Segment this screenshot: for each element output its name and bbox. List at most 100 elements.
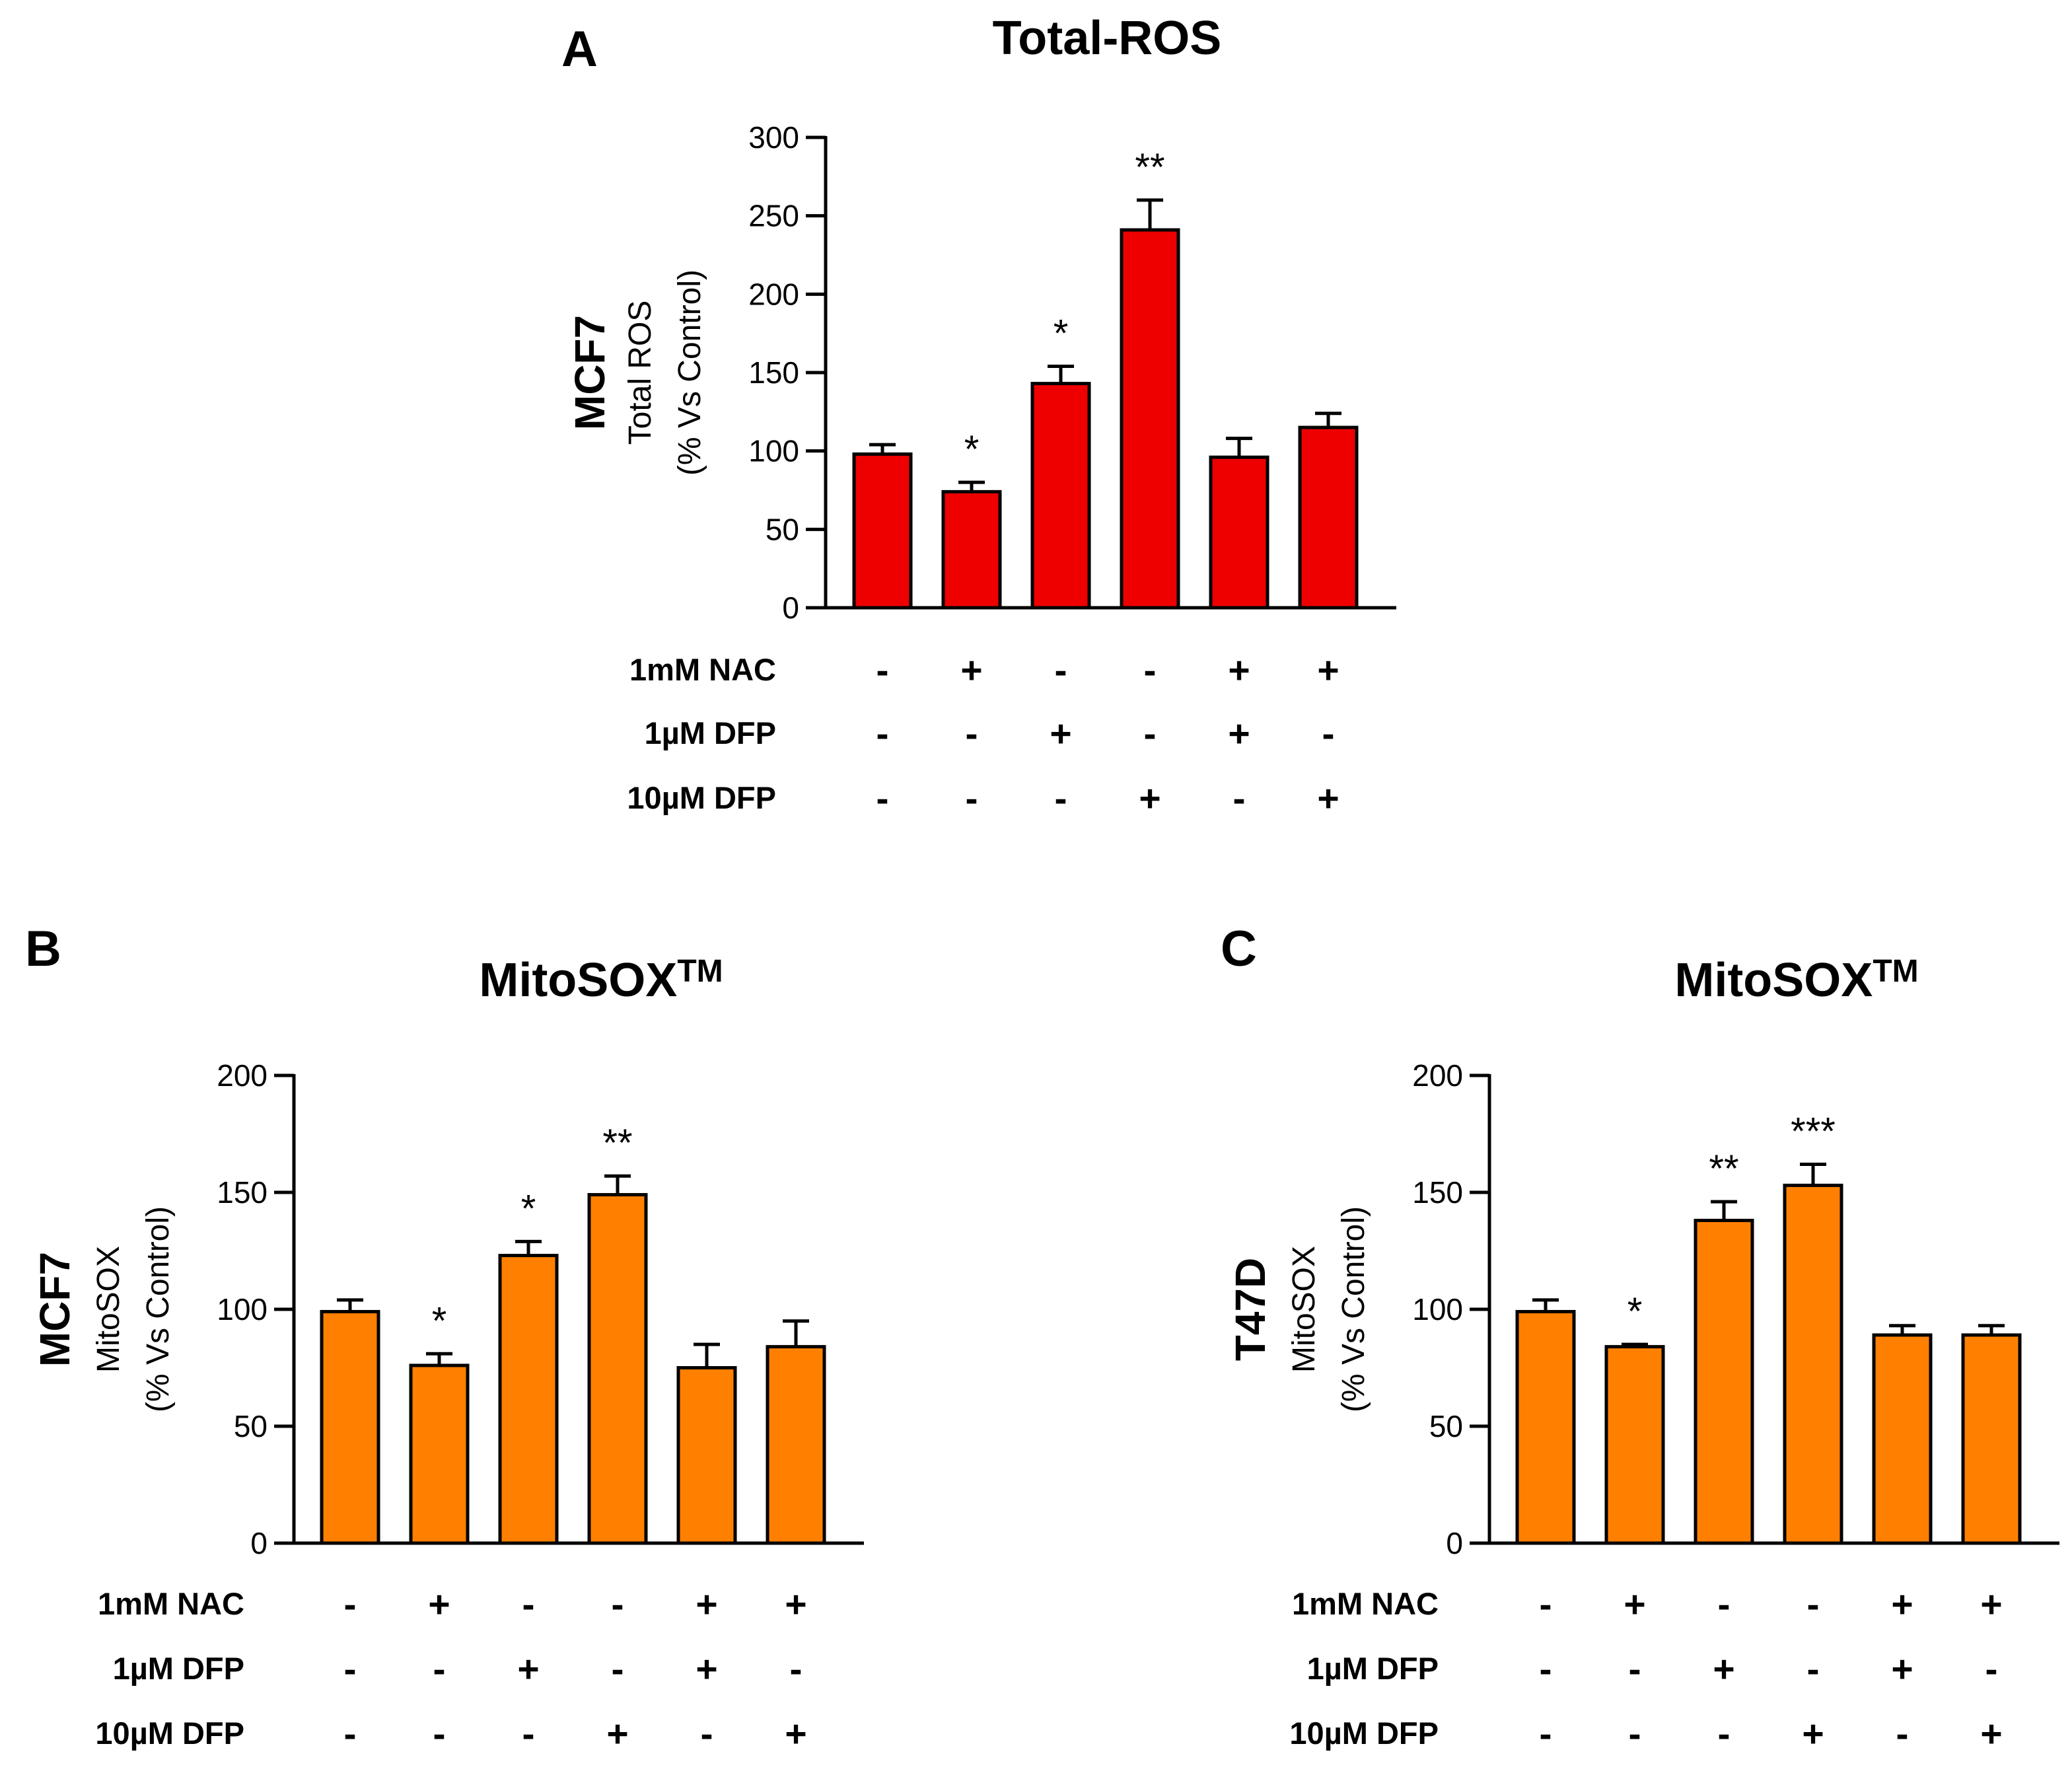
panel-c-bar [1694,1218,1754,1545]
panel-a-y-tick-label: 100 [748,434,799,468]
panel-c-treatment-sign: + [1713,1648,1734,1690]
panel-b-bar [766,1345,826,1545]
panel-a-significance-marker: * [964,428,980,471]
panel-b-treatment-sign: - [612,1583,624,1626]
panel-c-treatment-sign: + [1980,1583,2002,1626]
panel-a-treatment-sign: + [1228,713,1250,755]
panel-b-y-tick-label: 150 [217,1175,268,1210]
panel-a-y-axis-label-1: Total ROS [623,301,658,445]
panel-a-bar [1030,382,1091,610]
panel-c-treatment-sign: - [1540,1648,1552,1690]
panel-a-treatment-sign: - [1233,778,1246,820]
panel-a-significance-marker: * [1054,312,1069,355]
panel-a-treatment-sign: - [876,649,889,692]
panel-letter-a: A [561,21,598,77]
panel-c-treatment-sign: - [1896,1713,1909,1755]
panel-a-treatment-label: 10µM DFP [627,780,776,815]
panel-c-y-tick-label: 50 [1429,1409,1463,1443]
panel-b-treatment-sign: + [428,1583,450,1626]
panel-b-y-tick-label: 50 [234,1409,268,1443]
panel-a-y-tick-label: 50 [766,512,799,546]
panel-a-title: Total-ROS [993,12,1222,65]
panel-b-treatment-sign: - [612,1648,624,1690]
panel-a-treatment-sign: + [1317,778,1339,820]
panel-b-treatment-sign: - [701,1713,713,1755]
panel-b-significance-marker: * [432,1299,447,1342]
panel-c-treatment-sign: - [1985,1648,1998,1690]
panel-a-y-tick-label: 150 [748,355,799,390]
panel-a-y-tick-label: 250 [748,199,799,233]
panel-c-title: MitoSOXTM [1674,954,1918,1007]
panel-b-title: MitoSOXTM [479,954,723,1007]
panel-b-y-axis-label-2: (% Vs Control) [141,1206,176,1412]
panel-b-title-superscript: TM [677,954,723,989]
panel-letter-b: B [25,921,61,977]
panel-a-bar [1120,228,1180,610]
panel-a-treatment-sign: + [1228,649,1250,692]
panel-b-treatment-sign: + [785,1713,806,1755]
panel-c-treatment-sign: - [1540,1713,1552,1755]
panel-b-treatment-sign: - [433,1713,446,1755]
panel-a-bar [852,452,913,610]
panel-b-significance-marker: ** [602,1122,632,1165]
panel-b-treatment-sign: + [696,1648,717,1690]
panel-a-treatment-sign: - [966,713,978,755]
panel-a-treatment-sign: - [1144,649,1157,692]
panel-b-treatment-sign: - [522,1583,535,1626]
panel-b-bar [676,1366,737,1545]
panel-b-bar [409,1363,470,1545]
panel-c-treatment-label: 10µM DFP [1289,1716,1439,1751]
panel-c-significance-marker: * [1627,1290,1643,1333]
panel-a-treatment-sign: - [1055,778,1067,820]
panel-c-significance-marker: ** [1709,1147,1738,1190]
panel-b-y-tick-label: 100 [217,1292,268,1326]
panel-c-treatment-sign: - [1629,1713,1641,1755]
panel-c-treatment-sign: + [1802,1713,1824,1755]
panel-a-bar [941,490,1002,610]
panel-c-y-axis-label-2: (% Vs Control) [1336,1206,1371,1412]
panel-c-treatment-sign: + [1891,1648,1913,1690]
panel-b-treatment-sign: - [522,1713,535,1755]
panel-c-treatment-sign: + [1980,1713,2002,1755]
panel-b-bar [498,1254,559,1545]
panel-c-significance-marker: *** [1791,1110,1836,1153]
panel-c-treatment-sign: - [1807,1648,1820,1690]
panel-a-y-tick-label: 300 [748,120,799,155]
panel-b-treatment-sign: - [344,1583,357,1626]
panel-c-bar [1783,1183,1843,1545]
panel-c-y-tick-label: 200 [1412,1058,1463,1093]
panel-a-significance-marker: ** [1135,146,1164,189]
panel-c-treatment-sign: - [1540,1583,1552,1626]
panel-b-treatment-sign: + [606,1713,628,1755]
panel-a-cell-line-label: MCF7 [566,315,614,430]
panel-a-treatment-sign: + [960,649,982,692]
panel-a-treatment-sign: + [1050,713,1071,755]
panel-b-cell-line-label: MCF7 [31,1252,79,1367]
panel-a-treatment-sign: - [1322,713,1335,755]
panel-a-bar [1209,455,1269,610]
panel-b-y-tick-label: 0 [250,1526,268,1560]
panel-a-treatment-sign: - [876,713,889,755]
panel-a-treatment-sign: + [1139,778,1161,820]
panel-letter-c: C [1221,921,1257,977]
panel-c-treatment-sign: - [1718,1713,1731,1755]
panel-b-treatment-sign: + [785,1583,806,1626]
panel-b-chart: MitoSOXTM MCF7 MitoSOX (% Vs Control) 0 50 100… [31,954,864,1755]
panel-a-y-tick-label: 0 [782,591,799,625]
panel-c-y-tick-label: 100 [1412,1292,1463,1326]
panel-b-treatment-sign: - [790,1648,803,1690]
panel-b-treatment-sign: + [696,1583,717,1626]
panel-c-bar [1872,1333,1933,1545]
panel-c-treatment-sign: - [1718,1583,1731,1626]
panel-c-treatment-sign: - [1807,1583,1820,1626]
panel-a-y-axis-label-2: (% Vs Control) [672,270,707,476]
panel-b-y-axis-label-1: MitoSOX [91,1246,126,1373]
panel-c-chart: MitoSOXTM T47D MitoSOX (% Vs Control) 0 50 100… [1227,954,2059,1755]
panel-a-treatment-sign: + [1317,649,1339,692]
panel-a-treatment-sign: - [1144,713,1157,755]
panel-b-significance-marker: * [521,1187,536,1230]
panel-c-bar [1604,1345,1665,1545]
panel-b-treatment-label: 1mM NAC [98,1586,244,1621]
panel-b-treatment-sign: - [344,1713,357,1755]
